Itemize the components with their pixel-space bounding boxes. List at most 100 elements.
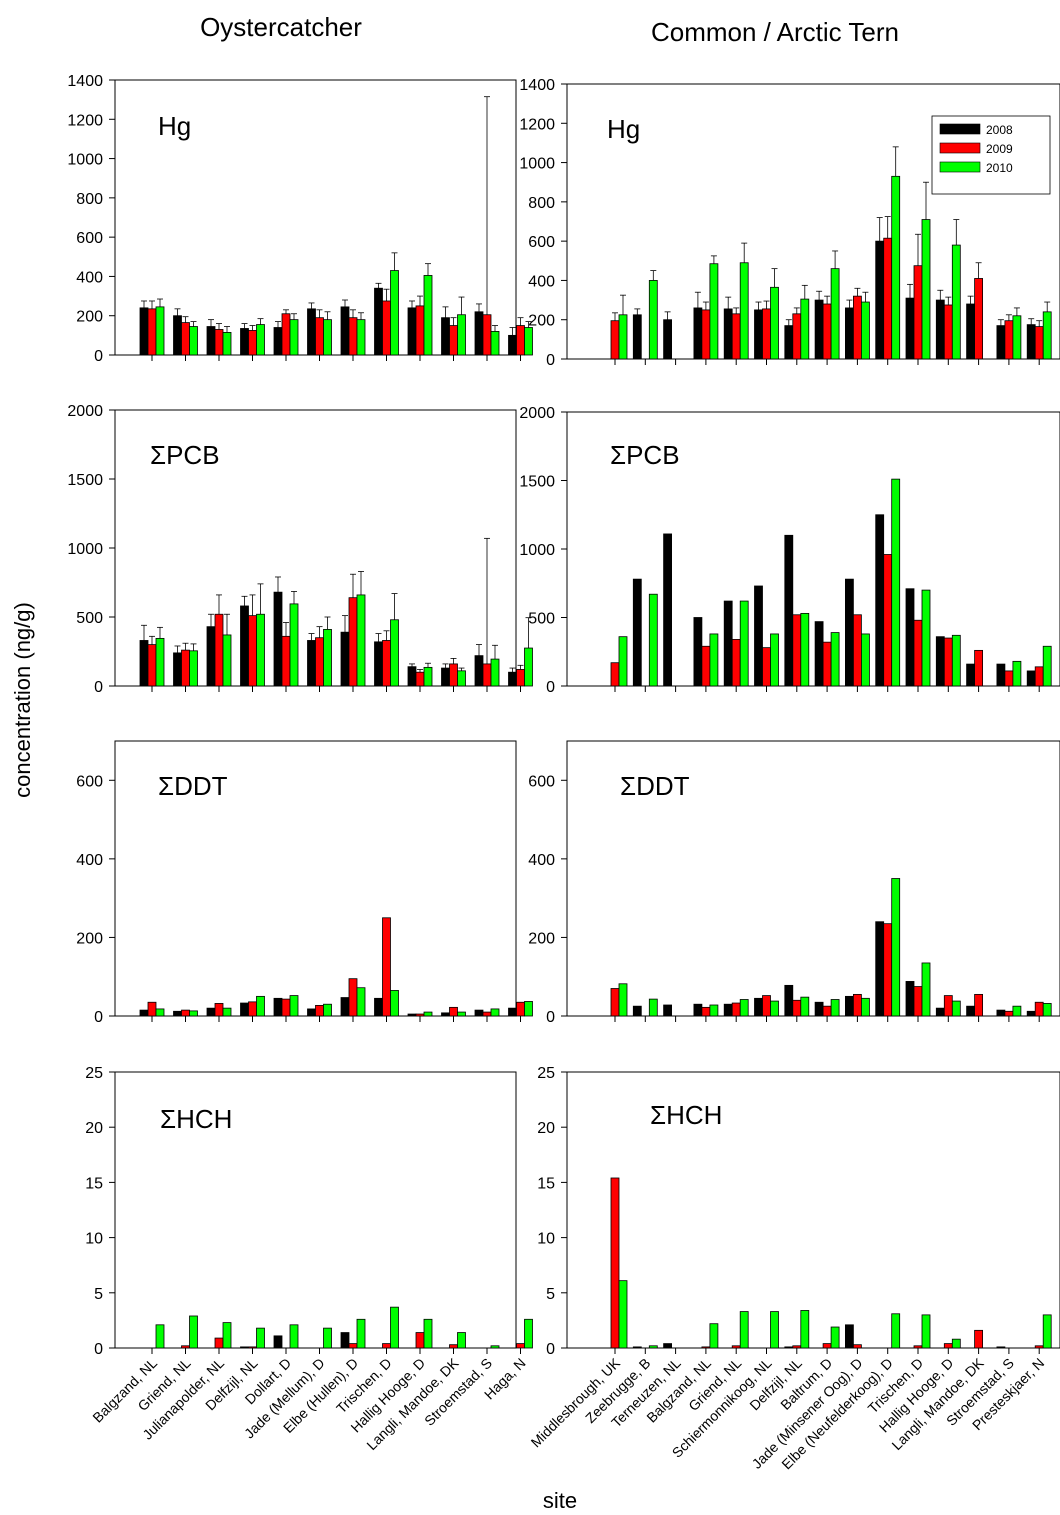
panel-label: ΣDDT: [158, 771, 228, 801]
bar-2009: [516, 1001, 525, 1017]
bar-2009: [348, 597, 358, 687]
bar-2008: [935, 636, 945, 687]
bar-2009: [1004, 670, 1014, 687]
y-tick-label: 2000: [519, 405, 555, 422]
panel-label: ΣHCH: [160, 1104, 232, 1134]
bar-2010: [709, 1004, 719, 1017]
bar-2008: [905, 588, 915, 687]
bar-2009: [913, 986, 923, 1017]
bar-2009: [822, 1343, 832, 1349]
bar-2009: [415, 671, 425, 687]
bar-2010: [770, 633, 779, 687]
bar-2009: [610, 988, 620, 1017]
bar-2010: [390, 270, 399, 356]
bar-2010: [323, 1003, 332, 1017]
bar-2010: [289, 1324, 299, 1349]
y-tick-label: 10: [85, 1231, 103, 1248]
y-tick-label: 800: [76, 191, 103, 208]
bar-2008: [632, 578, 642, 687]
bar-2010: [155, 306, 165, 356]
y-tick-label: 20: [537, 1120, 555, 1137]
bar-2010: [490, 1008, 500, 1017]
bar-2008: [784, 534, 794, 687]
bar-2009: [762, 647, 771, 687]
bar-2010: [323, 1327, 332, 1349]
bar-2008: [206, 326, 216, 356]
bar-2008: [340, 997, 350, 1017]
legend-swatch-2008: [939, 123, 981, 135]
bar-2009: [974, 993, 983, 1017]
bar-2010: [770, 1000, 779, 1017]
bar-2009: [822, 1005, 832, 1017]
bar-2010: [739, 999, 749, 1017]
bar-2008: [935, 1007, 945, 1017]
y-tick-label: 1200: [519, 116, 555, 133]
bar-2009: [1034, 666, 1044, 687]
bar-2009: [1034, 326, 1044, 360]
y-tick-label: 1000: [67, 541, 103, 558]
bar-2010: [524, 327, 533, 356]
bar-2010: [155, 1008, 165, 1017]
bar-2008: [374, 641, 383, 687]
bar-2008: [374, 287, 383, 356]
bar-2010: [1012, 315, 1022, 360]
bar-2010: [770, 286, 779, 360]
y-tick-label: 1200: [67, 112, 103, 129]
bar-2010: [524, 1001, 533, 1017]
bar-2010: [1042, 1003, 1052, 1017]
bar-2009: [853, 295, 862, 360]
bar-2008: [693, 307, 703, 360]
bar-2010: [390, 990, 399, 1017]
bar-2009: [415, 1332, 425, 1349]
bar-2010: [1042, 311, 1052, 360]
y-tick-label: 1000: [519, 542, 555, 559]
bar-2010: [1042, 1314, 1052, 1349]
bar-2010: [648, 998, 658, 1017]
bar-2008: [754, 997, 763, 1017]
y-tick-label: 1500: [67, 472, 103, 489]
bar-2009: [415, 305, 425, 356]
bar-2009: [610, 1177, 620, 1349]
y-axis-title: concentration (ng/g): [10, 602, 35, 798]
bar-2009: [516, 325, 525, 356]
y-tick-label: 0: [94, 348, 103, 365]
bar-2008: [875, 921, 885, 1017]
bar-2010: [739, 1311, 749, 1349]
bar-2010: [861, 997, 870, 1017]
bar-2009: [792, 313, 802, 360]
bar-2009: [382, 640, 391, 687]
col-title-tern: Common / Arctic Tern: [651, 17, 899, 47]
bar-2009: [974, 1329, 983, 1349]
bar-2010: [921, 219, 931, 360]
bar-2008: [474, 1009, 484, 1017]
bar-2009: [701, 1346, 711, 1349]
bar-2010: [951, 634, 961, 687]
bar-2008: [905, 297, 915, 360]
legend-label-2008: 2008: [986, 123, 1013, 137]
bar-2010: [457, 670, 466, 687]
bar-2010: [289, 319, 299, 356]
bar-2008: [273, 591, 283, 687]
bar-2009: [248, 1346, 257, 1349]
bar-2010: [951, 244, 961, 360]
bar-2010: [457, 314, 466, 356]
y-tick-label: 600: [76, 773, 103, 790]
bar-2010: [861, 301, 870, 360]
bar-2009: [1004, 1010, 1014, 1017]
bar-2008: [407, 666, 417, 687]
bar-2009: [214, 613, 224, 687]
bar-2008: [845, 578, 854, 687]
bar-2008: [723, 1003, 733, 1017]
plot-frame: [114, 1071, 517, 1349]
bar-2009: [181, 649, 190, 687]
col-title-oystercatcher: Oystercatcher: [200, 12, 362, 42]
bar-2010: [189, 1315, 198, 1349]
bar-2009: [943, 1343, 953, 1349]
panel-4: 0 500 1000 1500 2000 ΣPCB: [519, 405, 1060, 696]
bar-2008: [996, 1009, 1006, 1017]
bar-2010: [256, 1327, 265, 1349]
bar-2008: [240, 1002, 249, 1017]
bar-2009: [943, 637, 953, 687]
y-tick-label: 200: [76, 930, 103, 947]
bar-2010: [490, 331, 500, 356]
